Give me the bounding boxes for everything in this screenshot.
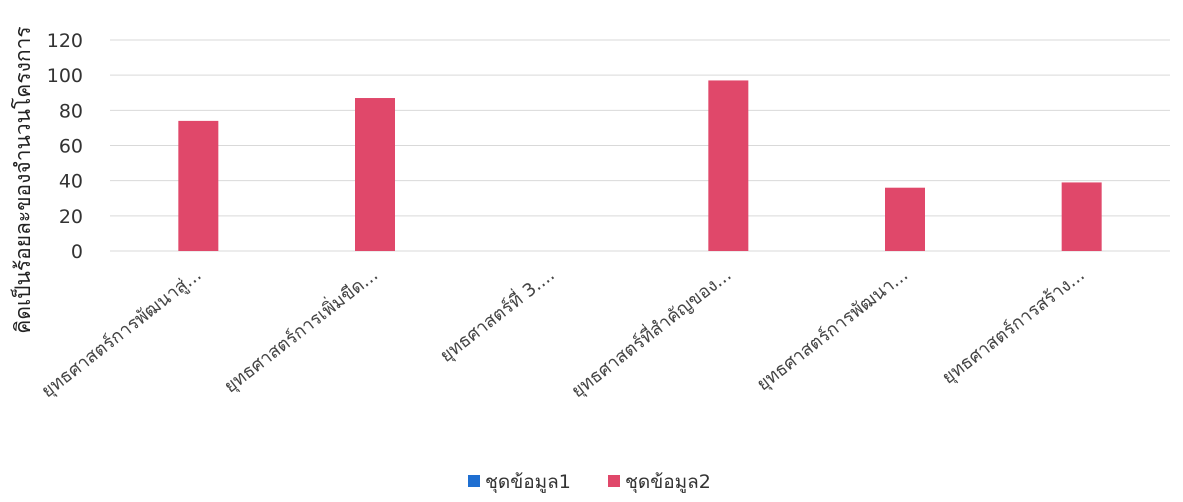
bar-series2-1 <box>178 120 219 251</box>
y-tick-label: 0 <box>71 241 83 263</box>
x-tick-labels: ยุทธศาสตร์การพัฒนาสู่... ยุทธศาสตร์การเพิ… <box>38 262 1089 402</box>
bar-series2-5 <box>885 187 925 251</box>
y-tick-label: 120 <box>47 30 83 52</box>
y-tick-labels: 0 20 40 60 80 100 120 <box>47 30 83 263</box>
x-tick-label: ยุทธศาสตร์การพัฒนา... <box>753 264 912 395</box>
x-tick-label: ยุทธศาสตร์การพัฒนาสู่... <box>38 264 206 402</box>
bar-series2-2 <box>355 98 395 252</box>
x-tick-label: ยุทธศาสตร์การเพิ่มขีด... <box>218 262 382 397</box>
legend-label-series1: ชุดข้อมูล1 <box>485 471 571 494</box>
y-tick-label: 20 <box>59 206 83 228</box>
gridlines <box>110 39 1170 252</box>
legend: ชุดข้อมูล1 ชุดข้อมูล2 <box>468 471 711 494</box>
y-tick-label: 60 <box>59 136 83 158</box>
x-tick-label: ยุทธศาสตร์การสร้าง... <box>938 264 1089 388</box>
legend-swatch-series1 <box>468 475 480 487</box>
x-tick-label: ยุทธศาสตร์ที่สำคัญของ... <box>566 262 736 402</box>
bars <box>178 80 1102 252</box>
bar-series2-4 <box>708 80 749 251</box>
y-tick-label: 40 <box>59 171 83 193</box>
y-tick-label: 100 <box>47 65 83 87</box>
legend-label-series2: ชุดข้อมูล2 <box>625 471 711 494</box>
x-tick-label: ยุทธศาสตร์ที่ 3.... <box>434 262 558 367</box>
bar-series2-6 <box>1061 182 1102 251</box>
legend-swatch-series2 <box>608 475 620 487</box>
y-axis-label: คิดเป็นร้อยละของจำนวนโครงการ <box>9 26 35 333</box>
y-tick-label: 80 <box>59 100 83 122</box>
